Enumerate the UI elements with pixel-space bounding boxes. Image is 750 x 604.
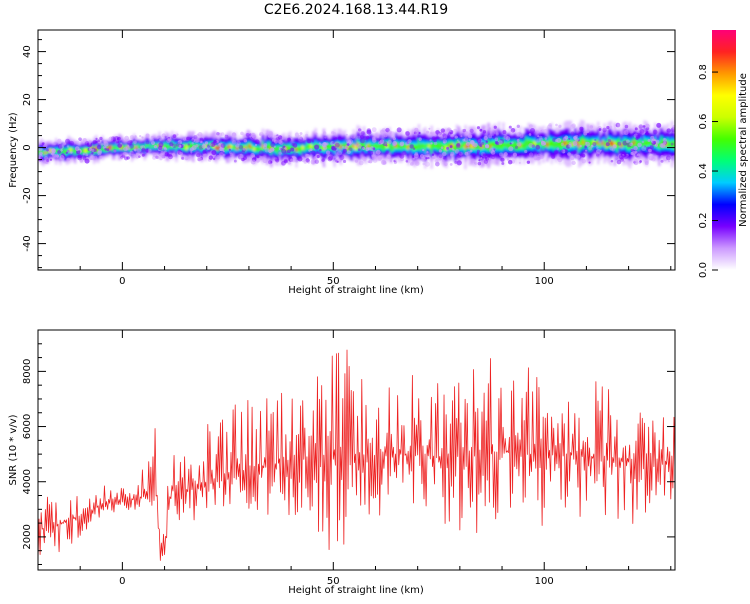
spectrogram-x-tick-label: 0 bbox=[119, 276, 125, 287]
snr-frame bbox=[37, 329, 676, 571]
snr-y-axis-label: SNR (10 * v/v) bbox=[8, 414, 19, 485]
colorbar-tick-label: 0.0 bbox=[698, 262, 709, 278]
spectrogram-x-tick-label: 100 bbox=[535, 276, 554, 287]
colorbar-tick-label: 0.2 bbox=[698, 213, 709, 229]
colorbar-label: Normalized spectral amplitude bbox=[738, 73, 749, 227]
spectrogram-y-tick-label: 20 bbox=[22, 93, 33, 106]
snr-x-tick-label: 100 bbox=[535, 576, 554, 587]
colorbar-gradient bbox=[712, 30, 736, 270]
figure-title: C2E6.2024.168.13.44.R19 bbox=[264, 2, 448, 18]
snr-panel: 0 50 100 2000 4000 6000 8000 Height of straigh… bbox=[8, 329, 676, 596]
spectrogram-axes: 0 50 100 -40 -20 0 20 40 bbox=[22, 30, 675, 287]
snr-series-line bbox=[38, 349, 675, 561]
spectrogram-x-axis-label: Height of straight line (km) bbox=[288, 285, 424, 296]
spectrogram-y-tick-label: 40 bbox=[22, 45, 33, 58]
spectrogram-frame bbox=[37, 29, 676, 271]
snr-y-tick-label: 6000 bbox=[22, 414, 33, 439]
spectrogram-y-axis-label: Frequency (Hz) bbox=[8, 112, 19, 188]
snr-y-tick-label: 8000 bbox=[22, 359, 33, 384]
spectrogram-x-tick-label: 50 bbox=[327, 276, 340, 287]
colorbar: 0.0 0.2 0.4 0.6 0.8 Normalized spectral ampl… bbox=[698, 30, 749, 278]
snr-x-axis-label: Height of straight line (km) bbox=[288, 585, 424, 596]
spectrogram-y-tick-label: 0 bbox=[22, 144, 33, 150]
spectral-speckle bbox=[38, 122, 675, 167]
colorbar-tick-label: 0.8 bbox=[698, 64, 709, 80]
spectrogram-panel: 0 50 100 -40 -20 0 20 40 Height of straight lin… bbox=[8, 29, 676, 296]
snr-x-tick-label: 50 bbox=[327, 576, 340, 587]
colorbar-tick-label: 0.6 bbox=[698, 114, 709, 130]
colorbar-axis: 0.0 0.2 0.4 0.6 0.8 bbox=[698, 64, 718, 278]
spectrogram-y-tick-label: -40 bbox=[22, 235, 33, 251]
snr-axes: 0 50 100 2000 4000 6000 8000 bbox=[22, 330, 675, 587]
snr-y-tick-label: 4000 bbox=[22, 469, 33, 494]
snr-x-tick-label: 0 bbox=[119, 576, 125, 587]
colorbar-tick-label: 0.4 bbox=[698, 163, 709, 179]
spectrogram-y-tick-label: -20 bbox=[22, 187, 33, 203]
snr-y-tick-label: 2000 bbox=[22, 524, 33, 549]
snr-plot bbox=[38, 349, 675, 561]
spectrogram-heatmap bbox=[38, 119, 675, 170]
